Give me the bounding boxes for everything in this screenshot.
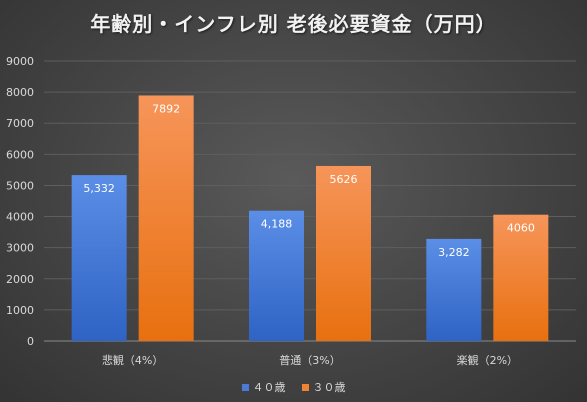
legend-item-series-0: ４０歳 <box>241 379 286 395</box>
data-label: 7892 <box>152 102 180 115</box>
chart-title: 年齢別・インフレ別 老後必要資金（万円） <box>90 12 497 36</box>
y-tick-label: 4000 <box>6 211 34 224</box>
y-tick-label: 8000 <box>6 86 34 99</box>
legend-swatch-series-1 <box>301 383 309 391</box>
bars: 5,332 7892 4,188 5626 3,282 4060 <box>71 95 549 342</box>
data-label: 4060 <box>507 222 535 235</box>
x-axis-categories: 悲観（4%） 普通（3%） 楽観（2%） <box>102 353 518 367</box>
y-tick-label: 7000 <box>6 117 34 130</box>
bar-series-0-cat-2 <box>426 238 482 341</box>
bar-series-0-cat-0 <box>71 175 127 341</box>
legend-label-series-1: ３０歳 <box>312 381 346 394</box>
data-label: 5,332 <box>83 182 115 195</box>
data-label: 5626 <box>330 173 358 186</box>
y-axis-ticks: 0 1000 2000 3000 4000 5000 6000 7000 8000 9000 <box>6 55 34 348</box>
data-label: 4,188 <box>261 218 293 231</box>
y-tick-label: 6000 <box>6 148 34 161</box>
y-tick-label: 9000 <box>6 55 34 68</box>
legend-swatch-series-0 <box>241 383 249 391</box>
y-tick-label: 0 <box>27 335 34 348</box>
legend: ４０歳 ３０歳 <box>0 379 587 395</box>
bar-series-1-cat-0 <box>138 95 194 342</box>
gridlines <box>44 60 576 342</box>
bar-series-1-cat-1 <box>316 165 371 341</box>
y-tick-label: 2000 <box>6 273 34 286</box>
x-category-label: 普通（3%） <box>279 353 340 367</box>
x-category-label: 楽観（2%） <box>457 353 518 367</box>
bar-series-1-cat-2 <box>493 214 549 341</box>
legend-label-series-0: ４０歳 <box>252 381 286 394</box>
data-label: 3,282 <box>438 246 470 259</box>
bar-series-0-cat-1 <box>249 210 304 341</box>
legend-item-series-1: ３０歳 <box>301 379 346 395</box>
x-category-label: 悲観（4%） <box>102 353 163 367</box>
y-tick-label: 3000 <box>6 242 34 255</box>
y-tick-label: 1000 <box>6 304 34 317</box>
y-tick-label: 5000 <box>6 179 34 192</box>
